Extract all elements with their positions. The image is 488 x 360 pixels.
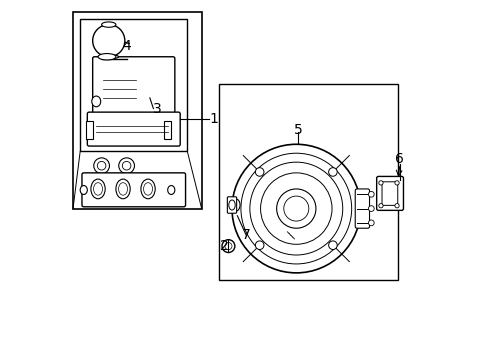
Text: 7: 7 — [242, 228, 250, 242]
Circle shape — [378, 203, 382, 208]
Circle shape — [255, 168, 264, 176]
Circle shape — [119, 158, 134, 174]
FancyBboxPatch shape — [354, 189, 369, 228]
FancyBboxPatch shape — [87, 112, 180, 146]
Ellipse shape — [93, 183, 102, 195]
Bar — [80, 19, 187, 152]
Circle shape — [255, 241, 264, 249]
Circle shape — [231, 144, 360, 273]
Ellipse shape — [91, 179, 105, 199]
FancyBboxPatch shape — [381, 182, 397, 205]
Circle shape — [367, 206, 373, 211]
Ellipse shape — [231, 199, 240, 211]
Circle shape — [276, 189, 315, 228]
Circle shape — [394, 203, 398, 208]
FancyBboxPatch shape — [227, 197, 236, 213]
Circle shape — [224, 243, 231, 249]
Circle shape — [394, 181, 398, 185]
Circle shape — [283, 196, 308, 221]
Circle shape — [93, 24, 124, 57]
Circle shape — [328, 241, 337, 249]
Ellipse shape — [116, 179, 130, 199]
Ellipse shape — [167, 185, 175, 194]
Text: 4: 4 — [122, 39, 131, 53]
Ellipse shape — [102, 22, 116, 27]
Bar — [85, 121, 93, 139]
Circle shape — [378, 181, 382, 185]
Ellipse shape — [92, 96, 101, 107]
FancyBboxPatch shape — [376, 176, 403, 210]
Circle shape — [122, 161, 131, 170]
Ellipse shape — [143, 183, 152, 195]
Bar — [219, 84, 397, 280]
Bar — [73, 12, 201, 208]
FancyBboxPatch shape — [82, 173, 185, 207]
Ellipse shape — [228, 200, 235, 210]
Text: 1: 1 — [209, 112, 218, 126]
Circle shape — [328, 168, 337, 176]
Circle shape — [260, 173, 331, 244]
Ellipse shape — [141, 179, 155, 199]
Bar — [164, 121, 171, 139]
Circle shape — [367, 220, 373, 226]
Circle shape — [241, 153, 351, 264]
Ellipse shape — [118, 183, 127, 195]
Text: 3: 3 — [152, 102, 161, 116]
Circle shape — [367, 192, 373, 197]
Circle shape — [97, 161, 106, 170]
Ellipse shape — [80, 185, 87, 194]
Circle shape — [222, 240, 234, 252]
Text: 5: 5 — [293, 123, 302, 137]
Ellipse shape — [99, 55, 118, 59]
Text: 6: 6 — [395, 152, 404, 166]
Circle shape — [94, 158, 109, 174]
Ellipse shape — [98, 54, 116, 60]
Circle shape — [249, 162, 342, 255]
Text: 2: 2 — [220, 239, 229, 253]
FancyBboxPatch shape — [93, 57, 175, 117]
